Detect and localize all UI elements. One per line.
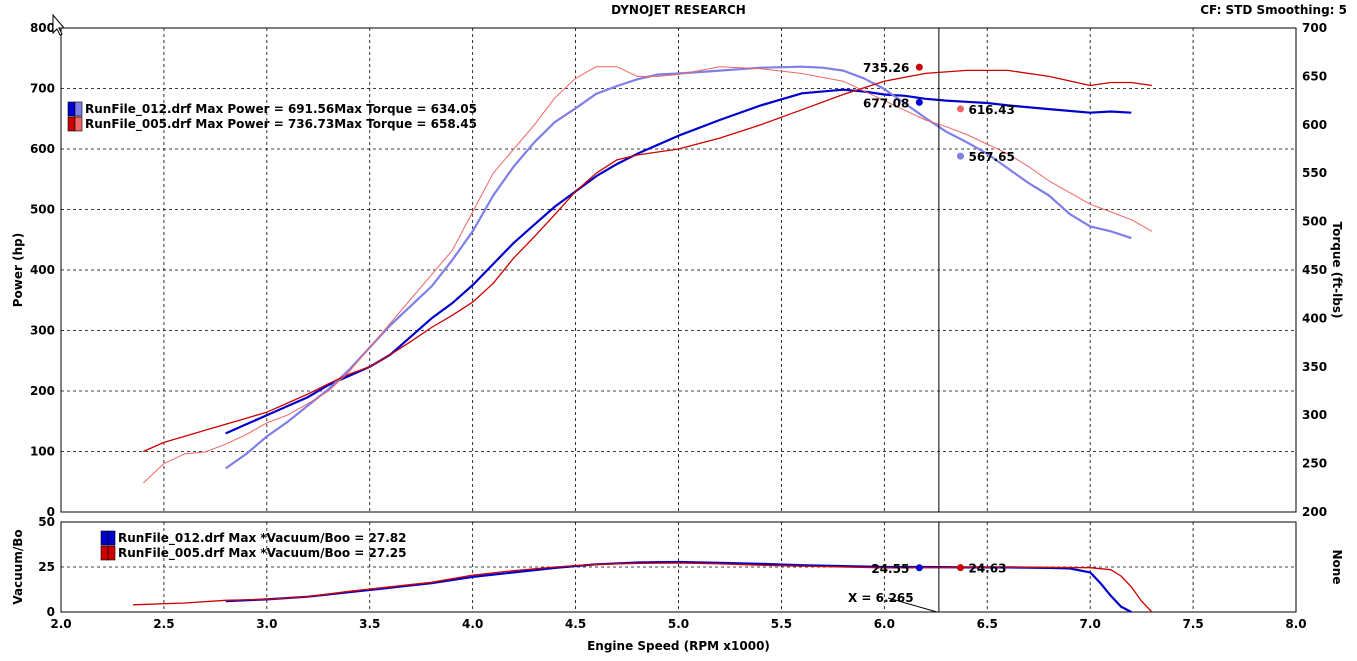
marker-label: 616.43 xyxy=(968,103,1014,117)
y-tick-label: 600 xyxy=(30,142,55,156)
y2-tick-label: 550 xyxy=(1302,166,1327,180)
x-tick-label: 6.5 xyxy=(977,617,998,631)
y2-tick-label: 650 xyxy=(1302,69,1327,83)
value-marker xyxy=(956,564,964,572)
series-line-0-0 xyxy=(225,88,1132,435)
x-axis-label: Engine Speed (RPM x1000) xyxy=(587,639,770,653)
y-tick-label: 25 xyxy=(38,560,55,574)
value-marker xyxy=(915,63,923,71)
mouse-pointer-icon xyxy=(52,13,66,36)
cursor-label-leader xyxy=(887,597,938,613)
marker-label: 567.65 xyxy=(968,150,1014,164)
marker-label: 735.26 xyxy=(863,61,909,75)
chart-title: DYNOJET RESEARCH xyxy=(611,3,746,17)
settings-readout: CF: STD Smoothing: 5 xyxy=(1200,3,1347,17)
y2-axis-label: None xyxy=(1330,550,1344,585)
y2-tick-label: 500 xyxy=(1302,215,1327,229)
x-tick-label: 4.5 xyxy=(565,617,586,631)
x-tick-label: 4.0 xyxy=(462,617,483,631)
y2-tick-label: 400 xyxy=(1302,311,1327,325)
series-line-0-3 xyxy=(142,66,1153,484)
legend-swatch xyxy=(67,101,76,117)
x-tick-label: 8.0 xyxy=(1285,617,1306,631)
legend-swatch xyxy=(107,530,116,546)
value-marker xyxy=(915,98,923,106)
y2-tick-label: 350 xyxy=(1302,360,1327,374)
y2-tick-label: 700 xyxy=(1302,21,1327,35)
x-tick-label: 2.0 xyxy=(50,617,71,631)
legend-swatch xyxy=(74,116,83,132)
series-line-1-1 xyxy=(132,562,1153,613)
x-tick-label: 6.0 xyxy=(874,617,895,631)
legend-label: RunFile_005.drf Max *Vacuum/Boo = 27.25 xyxy=(118,546,406,561)
y-tick-label: 800 xyxy=(30,21,55,35)
y-tick-label: 200 xyxy=(30,384,55,398)
x-tick-label: 3.5 xyxy=(359,617,380,631)
legend-swatch xyxy=(107,545,116,561)
x-tick-label: 5.0 xyxy=(668,617,689,631)
legend-swatch xyxy=(100,545,109,561)
legend-swatch xyxy=(100,530,109,546)
y-tick-label: 100 xyxy=(30,445,55,459)
legend-label: RunFile_012.drf Max Power = 691.56Max To… xyxy=(85,102,477,117)
x-tick-label: 3.0 xyxy=(256,617,277,631)
series-line-1-0 xyxy=(225,560,1132,613)
marker-label: 677.08 xyxy=(863,96,909,110)
y-tick-label: 50 xyxy=(38,515,55,529)
y-tick-label: 700 xyxy=(30,82,55,96)
y-tick-label: 0 xyxy=(47,505,55,519)
y-tick-label: 300 xyxy=(30,324,55,338)
cursor-label: X = 6.265 xyxy=(848,591,914,605)
marker-label: 24.63 xyxy=(968,562,1006,576)
x-tick-label: 2.5 xyxy=(153,617,174,631)
legend-label: RunFile_005.drf Max Power = 736.73Max To… xyxy=(85,117,477,132)
y2-tick-label: 450 xyxy=(1302,263,1327,277)
x-tick-label: 7.5 xyxy=(1182,617,1203,631)
y-tick-label: 0 xyxy=(47,605,55,619)
value-marker xyxy=(956,105,964,113)
legend-swatch xyxy=(67,116,76,132)
legend-swatch xyxy=(74,101,83,117)
value-marker xyxy=(956,152,964,160)
y-tick-label: 500 xyxy=(30,203,55,217)
y2-axis-label: Torque (ft-lbs) xyxy=(1330,222,1344,319)
value-marker xyxy=(915,564,923,572)
y2-tick-label: 300 xyxy=(1302,408,1327,422)
x-tick-label: 7.0 xyxy=(1080,617,1101,631)
marker-label: 24.55 xyxy=(871,562,909,576)
y-tick-label: 400 xyxy=(30,263,55,277)
y2-tick-label: 600 xyxy=(1302,118,1327,132)
series-line-0-2 xyxy=(143,69,1152,453)
x-tick-label: 5.5 xyxy=(771,617,792,631)
y-axis-label: Power (hp) xyxy=(11,233,25,307)
y-axis-label: Vacuum/Bo xyxy=(11,529,25,604)
y2-tick-label: 250 xyxy=(1302,457,1327,471)
legend-label: RunFile_012.drf Max *Vacuum/Boo = 27.82 xyxy=(118,531,406,546)
y2-tick-label: 200 xyxy=(1302,505,1327,519)
